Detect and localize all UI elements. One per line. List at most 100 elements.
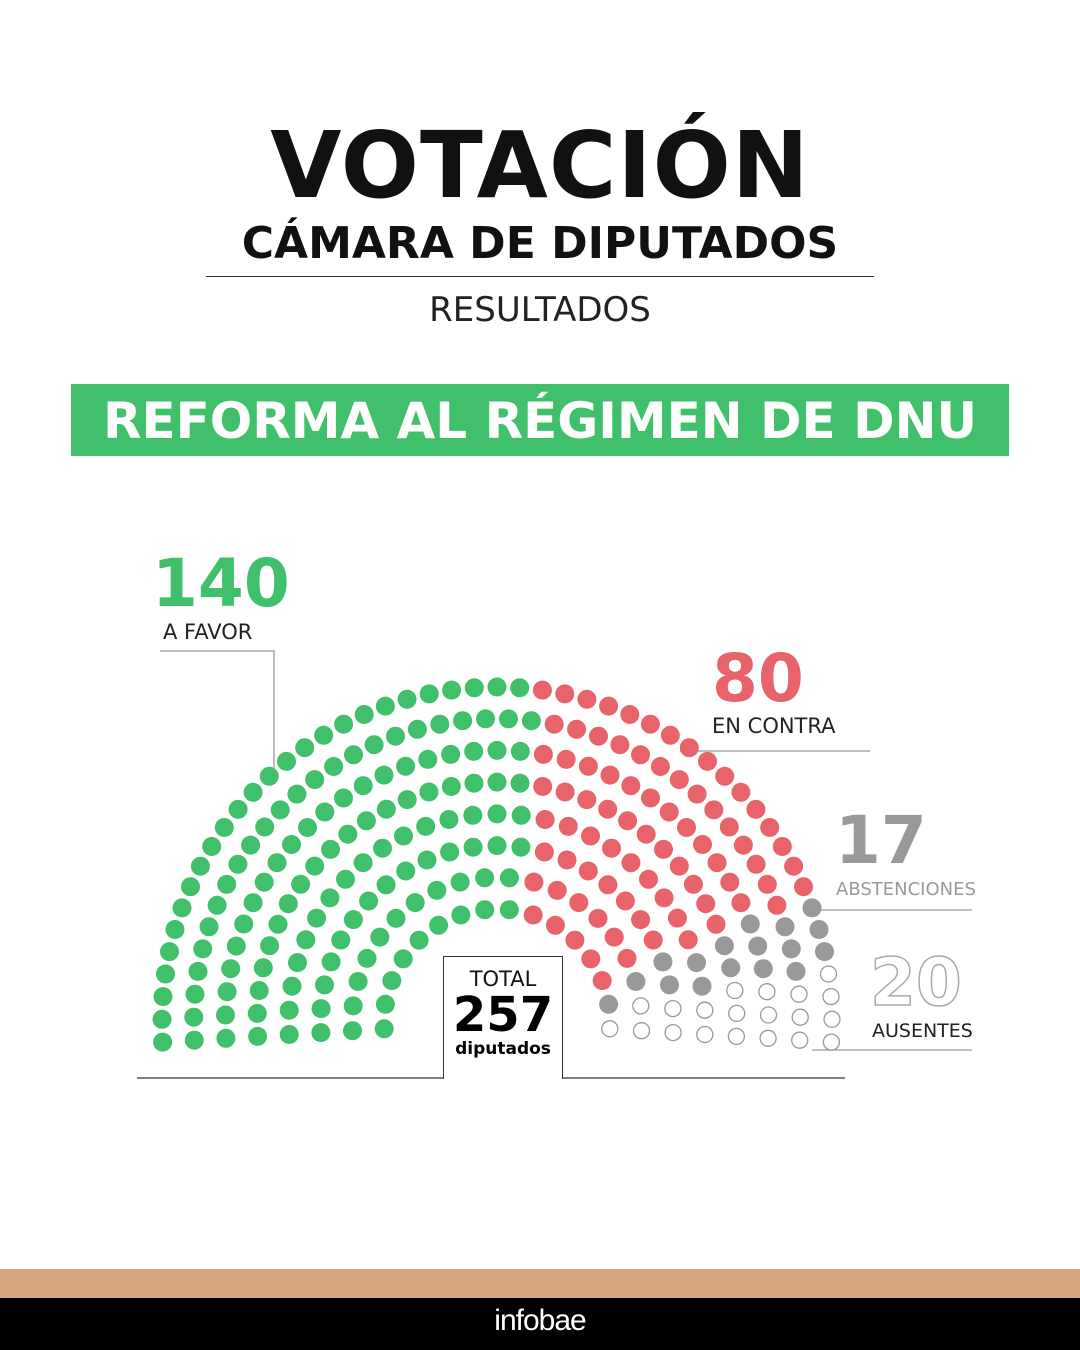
seat-a-favor	[282, 835, 301, 854]
seat-abstenciones	[653, 952, 673, 972]
seat-a-favor	[268, 914, 288, 934]
seat-a-favor	[184, 1007, 204, 1027]
seat-a-favor	[287, 784, 307, 804]
seat-a-favor	[295, 738, 315, 758]
seat-en-contra	[602, 838, 621, 858]
seat-a-favor	[202, 837, 222, 856]
seat-a-favor	[315, 802, 335, 822]
seat-a-favor	[464, 678, 484, 698]
seat-ausentes	[791, 1031, 809, 1049]
seat-en-contra	[577, 689, 597, 709]
seat-a-favor	[247, 1003, 267, 1023]
seat-en-contra	[654, 888, 674, 908]
seat-en-contra	[569, 893, 589, 913]
seat-a-favor	[234, 914, 254, 934]
seat-a-favor	[353, 853, 373, 873]
seat-a-favor	[374, 1019, 394, 1039]
seat-a-favor	[475, 900, 495, 920]
seat-a-favor	[441, 777, 461, 796]
seat-a-favor	[357, 948, 377, 968]
seat-a-favor	[334, 788, 353, 808]
seat-a-favor	[228, 799, 248, 819]
seat-a-favor	[464, 741, 484, 761]
seat-a-favor	[214, 818, 234, 837]
seat-en-contra	[524, 872, 544, 892]
seat-en-contra	[598, 875, 618, 895]
seat-a-favor	[331, 930, 351, 950]
ausentes-count: 20	[869, 943, 962, 1022]
seat-a-favor	[396, 756, 416, 776]
seat-en-contra	[678, 930, 698, 950]
seat-a-favor	[475, 868, 495, 888]
seat-a-favor	[305, 856, 325, 876]
seat-a-favor	[487, 836, 507, 856]
seat-ausentes	[759, 1006, 778, 1024]
seat-a-favor	[464, 773, 484, 793]
seat-a-favor	[405, 893, 425, 913]
seat-en-contra	[639, 869, 658, 889]
seat-abstenciones	[802, 898, 822, 918]
seat-en-contra	[533, 777, 553, 796]
seat-a-favor	[487, 804, 507, 824]
seat-ausentes	[822, 987, 840, 1006]
seat-a-favor	[463, 805, 483, 825]
seat-en-contra	[544, 714, 564, 734]
seat-en-contra	[631, 910, 651, 930]
seat-en-contra	[581, 826, 600, 846]
total-label: TOTAL	[469, 967, 537, 991]
seat-a-favor	[153, 1032, 173, 1052]
seat-en-contra	[600, 765, 620, 785]
seat-en-contra	[715, 766, 735, 786]
seat-en-contra	[794, 877, 813, 897]
seat-en-contra	[733, 835, 753, 855]
seat-a-favor	[441, 744, 461, 764]
seat-en-contra	[556, 749, 576, 769]
seat-a-favor	[184, 1030, 204, 1050]
seat-en-contra	[618, 811, 638, 831]
seat-abstenciones	[687, 953, 706, 973]
seat-a-favor	[254, 872, 274, 892]
seat-a-favor	[353, 776, 373, 796]
seat-en-contra	[578, 756, 598, 776]
seat-a-favor	[248, 1026, 268, 1046]
footer-band	[0, 1269, 1080, 1298]
seat-en-contra	[557, 850, 577, 870]
seat-a-favor	[282, 976, 302, 996]
seat-a-favor	[199, 917, 219, 937]
section-label: RESULTADOS	[429, 290, 651, 330]
seat-a-favor	[419, 782, 439, 802]
seat-en-contra	[578, 861, 598, 881]
seat-a-favor	[320, 888, 340, 908]
seat-en-contra	[555, 782, 575, 802]
seat-ausentes	[696, 1025, 714, 1044]
seat-a-favor	[427, 880, 447, 900]
seat-en-contra	[641, 788, 660, 808]
seat-a-favor	[386, 726, 405, 746]
seat-a-favor	[253, 958, 273, 978]
seat-en-contra	[757, 874, 777, 894]
seat-a-favor	[188, 961, 208, 981]
seat-a-favor	[185, 984, 205, 1004]
seat-en-contra	[598, 799, 618, 819]
seat-a-favor	[291, 874, 311, 894]
seat-a-favor	[216, 1005, 235, 1025]
seat-a-favor	[370, 927, 390, 947]
seat-en-contra	[615, 891, 635, 911]
seat-en-contra	[746, 854, 766, 874]
seat-en-contra	[631, 745, 650, 765]
seat-a-favor	[156, 964, 175, 984]
seat-a-favor	[393, 949, 413, 969]
seat-en-contra	[698, 751, 717, 771]
seat-en-contra	[669, 856, 689, 876]
seat-a-favor	[397, 689, 417, 709]
seat-en-contra	[610, 735, 630, 755]
seat-en-contra	[567, 719, 587, 739]
seat-a-favor	[153, 987, 173, 1007]
seat-a-favor	[315, 975, 334, 995]
seat-en-contra	[532, 680, 552, 700]
seat-abstenciones	[740, 914, 760, 934]
seat-a-favor	[298, 818, 317, 837]
seat-en-contra	[547, 880, 567, 900]
divider	[206, 276, 874, 277]
